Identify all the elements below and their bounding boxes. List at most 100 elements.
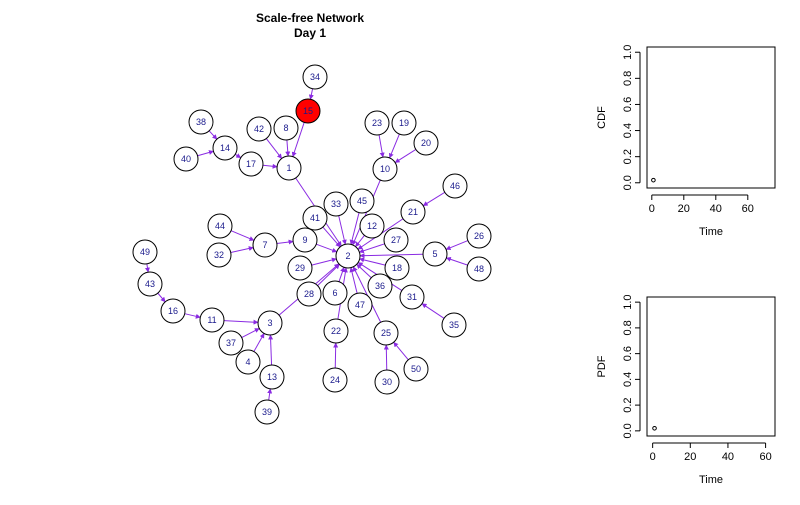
pdf-chart: 0 20 40 60 0.0 0.2 0.4 0.6 0.8 1.0 Time PDF <box>596 294 776 486</box>
edge-38-14 <box>208 130 218 140</box>
network-subtitle: Day 1 <box>294 26 326 40</box>
node-label: 39 <box>262 407 272 417</box>
node-circle <box>302 205 328 231</box>
node-circle <box>252 232 278 258</box>
node-4: 4 <box>235 349 261 375</box>
y-tick-label: 1.0 <box>622 294 634 309</box>
node-circle <box>403 356 429 382</box>
edge-16-11 <box>184 313 201 319</box>
node-21: 21 <box>400 199 426 225</box>
node-19: 19 <box>391 110 417 136</box>
node-label: 14 <box>220 143 230 153</box>
node-circle <box>335 243 361 269</box>
node-circle <box>160 298 186 324</box>
node-circle <box>238 151 264 177</box>
node-24: 24 <box>322 367 348 393</box>
edge-41-2 <box>322 226 341 248</box>
node-label: 5 <box>432 249 437 259</box>
node-label: 44 <box>215 221 225 231</box>
node-label: 7 <box>262 240 267 250</box>
node-label: 8 <box>283 123 288 133</box>
y-axis-label: CDF <box>596 106 608 129</box>
node-label: 11 <box>207 315 216 325</box>
node-label: 36 <box>375 281 385 291</box>
node-label: 2 <box>345 251 350 261</box>
edge-26-5 <box>445 240 469 251</box>
edge-30-25 <box>383 344 389 371</box>
node-circle <box>359 213 385 239</box>
node-label: 26 <box>474 231 484 241</box>
node-46: 46 <box>442 173 468 199</box>
edge-47-2 <box>349 267 358 294</box>
node-40: 40 <box>173 146 199 172</box>
y-tick-label: 0.6 <box>622 97 634 112</box>
node-47: 47 <box>347 292 373 318</box>
node-label: 10 <box>380 164 390 174</box>
node-9: 9 <box>292 227 318 253</box>
node-label: 18 <box>392 263 402 273</box>
edge-48-5 <box>445 256 468 266</box>
y-tick-label: 0.4 <box>622 123 634 138</box>
node-23: 23 <box>364 110 390 136</box>
edge-18-2 <box>359 257 386 266</box>
infected-node-circle <box>295 98 321 124</box>
node-circle <box>273 115 299 141</box>
node-15: 15 <box>295 98 321 124</box>
edge-25-2 <box>352 266 382 323</box>
node-34: 34 <box>302 64 328 90</box>
node-circle <box>466 223 492 249</box>
node-31: 31 <box>399 284 425 310</box>
node-label: 27 <box>391 235 401 245</box>
node-17: 17 <box>238 151 264 177</box>
network-nodes: 1234567891011121314151617181920212223242… <box>132 64 492 425</box>
node-28: 28 <box>296 281 322 307</box>
node-5: 5 <box>422 241 448 267</box>
node-16: 16 <box>160 298 186 324</box>
x-tick-label: 40 <box>722 451 734 463</box>
node-30: 30 <box>374 369 400 395</box>
cdf-chart: 0 20 40 60 0.0 0.2 0.4 0.6 0.8 1.0 Time CDF <box>596 45 776 238</box>
edge-43-16 <box>157 292 166 303</box>
edge-33-2 <box>338 215 347 245</box>
node-label: 50 <box>411 364 421 374</box>
y-tick-label: 0.4 <box>622 372 634 387</box>
node-25: 25 <box>373 320 399 346</box>
node-label: 16 <box>168 306 178 316</box>
x-tick-label: 60 <box>759 451 771 463</box>
node-11: 11 <box>199 307 225 333</box>
node-label: 21 <box>408 207 418 217</box>
node-circle <box>259 364 285 390</box>
node-label: 30 <box>382 377 392 387</box>
node-circle <box>132 239 158 265</box>
x-axis-label: Time <box>699 226 723 238</box>
edge-39-13 <box>267 388 273 401</box>
node-circle <box>235 349 261 375</box>
node-10: 10 <box>372 156 398 182</box>
x-tick-label: 20 <box>684 451 696 463</box>
node-44: 44 <box>207 213 233 239</box>
node-circle <box>173 146 199 172</box>
node-circle <box>323 191 349 217</box>
node-circle <box>287 255 313 281</box>
node-label: 34 <box>310 72 320 82</box>
y-tick-label: 0.0 <box>622 175 634 190</box>
edge-7-9 <box>276 239 294 245</box>
node-label: 9 <box>302 235 307 245</box>
node-39: 39 <box>254 399 280 425</box>
y-tick-label: 0.6 <box>622 346 634 361</box>
edge-44-7 <box>230 230 255 241</box>
node-29: 29 <box>287 255 313 281</box>
node-37: 37 <box>218 330 244 356</box>
node-label: 47 <box>355 300 365 310</box>
node-14: 14 <box>212 135 238 161</box>
node-circle <box>207 213 233 239</box>
edge-14-17 <box>234 153 242 159</box>
edge-40-14 <box>197 150 214 157</box>
node-circle <box>199 307 225 333</box>
node-circle <box>276 155 302 181</box>
node-12: 12 <box>359 213 385 239</box>
edge-19-10 <box>388 133 400 159</box>
y-tick-label: 0.2 <box>622 149 634 164</box>
node-22: 22 <box>323 318 349 344</box>
node-43: 43 <box>137 271 163 297</box>
